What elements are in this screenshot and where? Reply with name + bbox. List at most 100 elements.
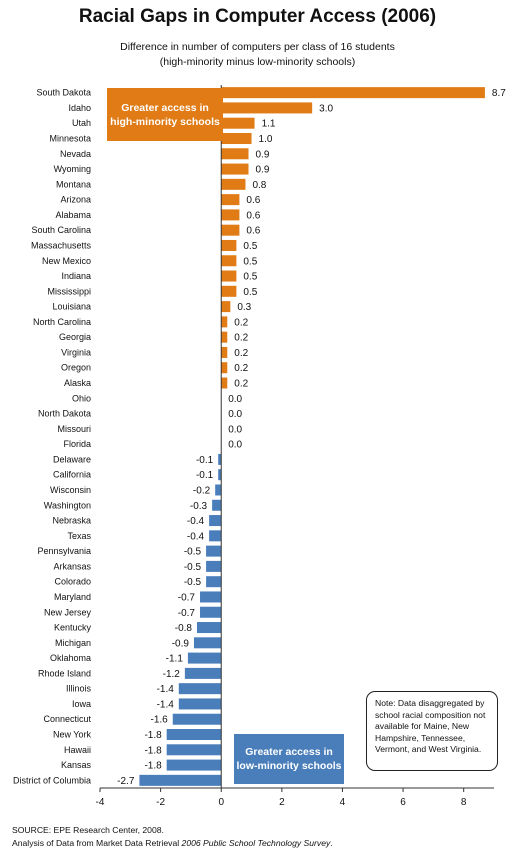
x-tick-label: -2 <box>156 797 165 808</box>
bar-georgia <box>221 331 228 343</box>
bar-arkansas <box>206 560 222 572</box>
category-label-nebraska: Nebraska <box>52 516 91 526</box>
bar-wyoming <box>221 163 249 175</box>
value-label-louisiana: 0.3 <box>237 302 251 313</box>
category-label-colorado: Colorado <box>54 577 91 587</box>
category-label-rhode-island: Rhode Island <box>38 668 91 678</box>
bar-nebraska <box>209 515 222 527</box>
bar-michigan <box>193 637 222 649</box>
bar-south-carolina <box>221 224 240 236</box>
value-label-arizona: 0.6 <box>246 195 260 206</box>
bar-oregon <box>221 362 228 374</box>
value-label-rhode-island: -1.2 <box>163 669 181 680</box>
x-tick-label: 4 <box>340 797 346 808</box>
value-label-south-carolina: 0.6 <box>246 226 260 237</box>
source-suffix: . <box>330 838 333 848</box>
category-label-minnesota: Minnesota <box>49 133 91 143</box>
value-label-oregon: 0.2 <box>234 363 248 374</box>
category-label-delaware: Delaware <box>53 454 91 464</box>
value-label-kentucky: -0.8 <box>175 623 193 634</box>
category-label-oklahoma: Oklahoma <box>50 653 91 663</box>
value-label-utah: 1.1 <box>262 119 276 130</box>
category-label-mississippi: Mississippi <box>47 286 91 296</box>
bar-maryland <box>200 591 222 603</box>
category-label-nevada: Nevada <box>60 149 91 159</box>
value-label-kansas: -1.8 <box>144 761 162 772</box>
value-label-south-dakota: 8.7 <box>492 88 506 99</box>
value-label-pennsylvania: -0.5 <box>184 547 202 558</box>
bar-pennsylvania <box>206 545 222 557</box>
bar-north-carolina <box>221 316 228 328</box>
bar-arizona <box>221 194 240 206</box>
bar-minnesota <box>221 132 252 144</box>
x-tick-label: 6 <box>400 797 406 808</box>
bar-new-mexico <box>221 255 237 267</box>
bar-utah <box>221 117 255 129</box>
value-label-iowa: -1.4 <box>157 699 175 710</box>
value-label-oklahoma: -1.1 <box>166 654 184 665</box>
bar-illinois <box>178 683 222 695</box>
bar-wisconsin <box>215 484 222 496</box>
category-label-ohio: Ohio <box>72 393 91 403</box>
category-label-hawaii: Hawaii <box>64 745 91 755</box>
category-label-montana: Montana <box>56 179 91 189</box>
source-survey-title: 2006 Public School Technology Survey <box>181 838 331 848</box>
category-label-indiana: Indiana <box>61 271 91 281</box>
value-label-district-of-columbia: -2.7 <box>117 776 135 787</box>
category-label-idaho: Idaho <box>68 103 91 113</box>
category-label-illinois: Illinois <box>66 684 92 694</box>
bar-indiana <box>221 270 237 282</box>
bar-kentucky <box>196 622 222 634</box>
bar-colorado <box>206 576 222 588</box>
source-line: SOURCE: EPE Research Center, 2008. <box>12 825 164 835</box>
bar-iowa <box>178 698 222 710</box>
x-tick-label: 2 <box>279 797 285 808</box>
bar-hawaii <box>166 744 222 756</box>
value-label-delaware: -0.1 <box>196 455 214 466</box>
category-label-arkansas: Arkansas <box>53 561 91 571</box>
chart-subtitle-2: (high-minority minus low-minority school… <box>159 56 356 68</box>
value-label-north-dakota: 0.0 <box>228 409 242 420</box>
bar-mississippi <box>221 285 237 297</box>
value-label-alaska: 0.2 <box>234 379 248 390</box>
bar-district-of-columbia <box>139 774 222 786</box>
callout-low-minority: Greater access in low-minority schools <box>234 734 344 784</box>
value-label-hawaii: -1.8 <box>144 745 162 756</box>
bar-louisiana <box>221 301 231 313</box>
bar-idaho <box>221 102 313 114</box>
category-label-new-jersey: New Jersey <box>44 607 92 617</box>
bar-new-jersey <box>200 606 222 618</box>
category-label-maryland: Maryland <box>54 592 91 602</box>
value-label-connecticut: -1.6 <box>151 715 169 726</box>
chart-subtitle: Difference in number of computers per cl… <box>120 41 395 53</box>
category-label-alaska: Alaska <box>64 378 91 388</box>
bar-alabama <box>221 209 240 221</box>
value-label-nevada: 0.9 <box>256 149 270 160</box>
value-label-north-carolina: 0.2 <box>234 317 248 328</box>
value-label-wyoming: 0.9 <box>256 165 270 176</box>
bar-massachusetts <box>221 239 237 251</box>
category-label-new-york: New York <box>53 730 92 740</box>
chart-title: Racial Gaps in Computer Access (2006) <box>78 6 437 27</box>
value-label-washington: -0.3 <box>190 501 208 512</box>
category-label-new-mexico: New Mexico <box>42 256 91 266</box>
category-label-south-dakota: South Dakota <box>36 88 91 98</box>
category-label-utah: Utah <box>72 118 91 128</box>
value-label-texas: -0.4 <box>187 531 205 542</box>
category-label-north-carolina: North Carolina <box>33 317 91 327</box>
value-label-georgia: 0.2 <box>234 333 248 344</box>
note-box: Note: Data disaggregated by school racia… <box>366 691 498 771</box>
category-label-iowa: Iowa <box>72 699 91 709</box>
bar-virginia <box>221 346 228 358</box>
category-label-district-of-columbia: District of Columbia <box>13 775 91 785</box>
x-tick-label: 0 <box>218 797 224 808</box>
category-label-pennsylvania: Pennsylvania <box>37 546 91 556</box>
bar-washington <box>212 499 222 511</box>
value-label-maryland: -0.7 <box>178 592 196 603</box>
source-prefix: Analysis of Data from Market Data Retrie… <box>12 838 182 848</box>
value-label-arkansas: -0.5 <box>184 562 202 573</box>
value-label-new-jersey: -0.7 <box>178 608 196 619</box>
value-label-nebraska: -0.4 <box>187 516 205 527</box>
category-label-arizona: Arizona <box>60 195 91 205</box>
source-detail: Analysis of Data from Market Data Retrie… <box>12 838 333 848</box>
